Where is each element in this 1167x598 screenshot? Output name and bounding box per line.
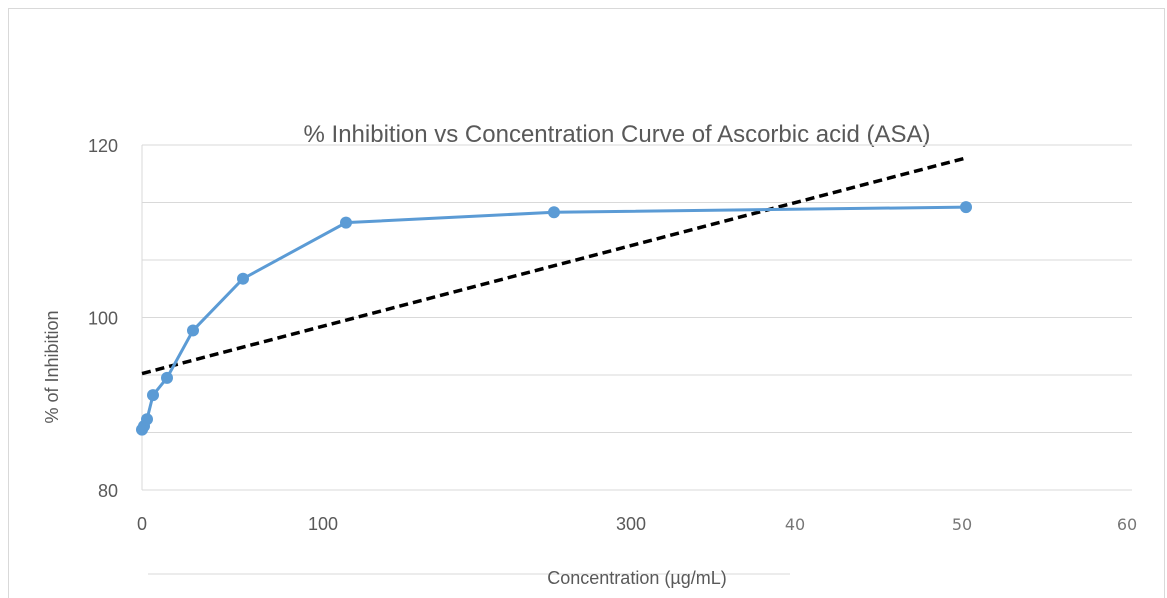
data-point-6 [237,272,249,285]
data-point-3 [147,389,159,402]
x-axis-ticks: 0 100 300 40 50 60 [137,514,1137,534]
y-axis-ticks: 80 100 120 [88,136,118,501]
y-tick-label-2: 120 [88,136,118,156]
series-group [136,201,972,436]
y-axis-title: % of Inhibition [42,310,62,423]
x-axis-title: Concentration (µg/mL) [547,568,726,588]
trendline [141,156,967,376]
data-point-4 [161,371,173,384]
series-line-0 [140,205,967,431]
data-point-5 [187,324,199,337]
data-point-7 [340,216,352,229]
data-point-2 [141,413,153,426]
x-tick-label-3: 40 [785,515,805,534]
x-tick-label-5: 60 [1117,515,1137,534]
gridlines [141,144,1132,491]
trendline-group [141,156,967,376]
x-tick-label-2: 300 [616,514,646,534]
chart-frame [8,8,1165,598]
y-tick-label-1: 100 [88,309,118,329]
x-tick-label-1: 100 [308,514,338,534]
data-point-9 [960,201,972,214]
chart-title: % Inhibition vs Concentration Curve of A… [304,121,931,148]
y-tick-label-0: 80 [98,481,118,501]
data-point-8 [548,206,560,219]
x-tick-label-4: 50 [952,515,972,534]
x-tick-label-0: 0 [137,514,147,534]
